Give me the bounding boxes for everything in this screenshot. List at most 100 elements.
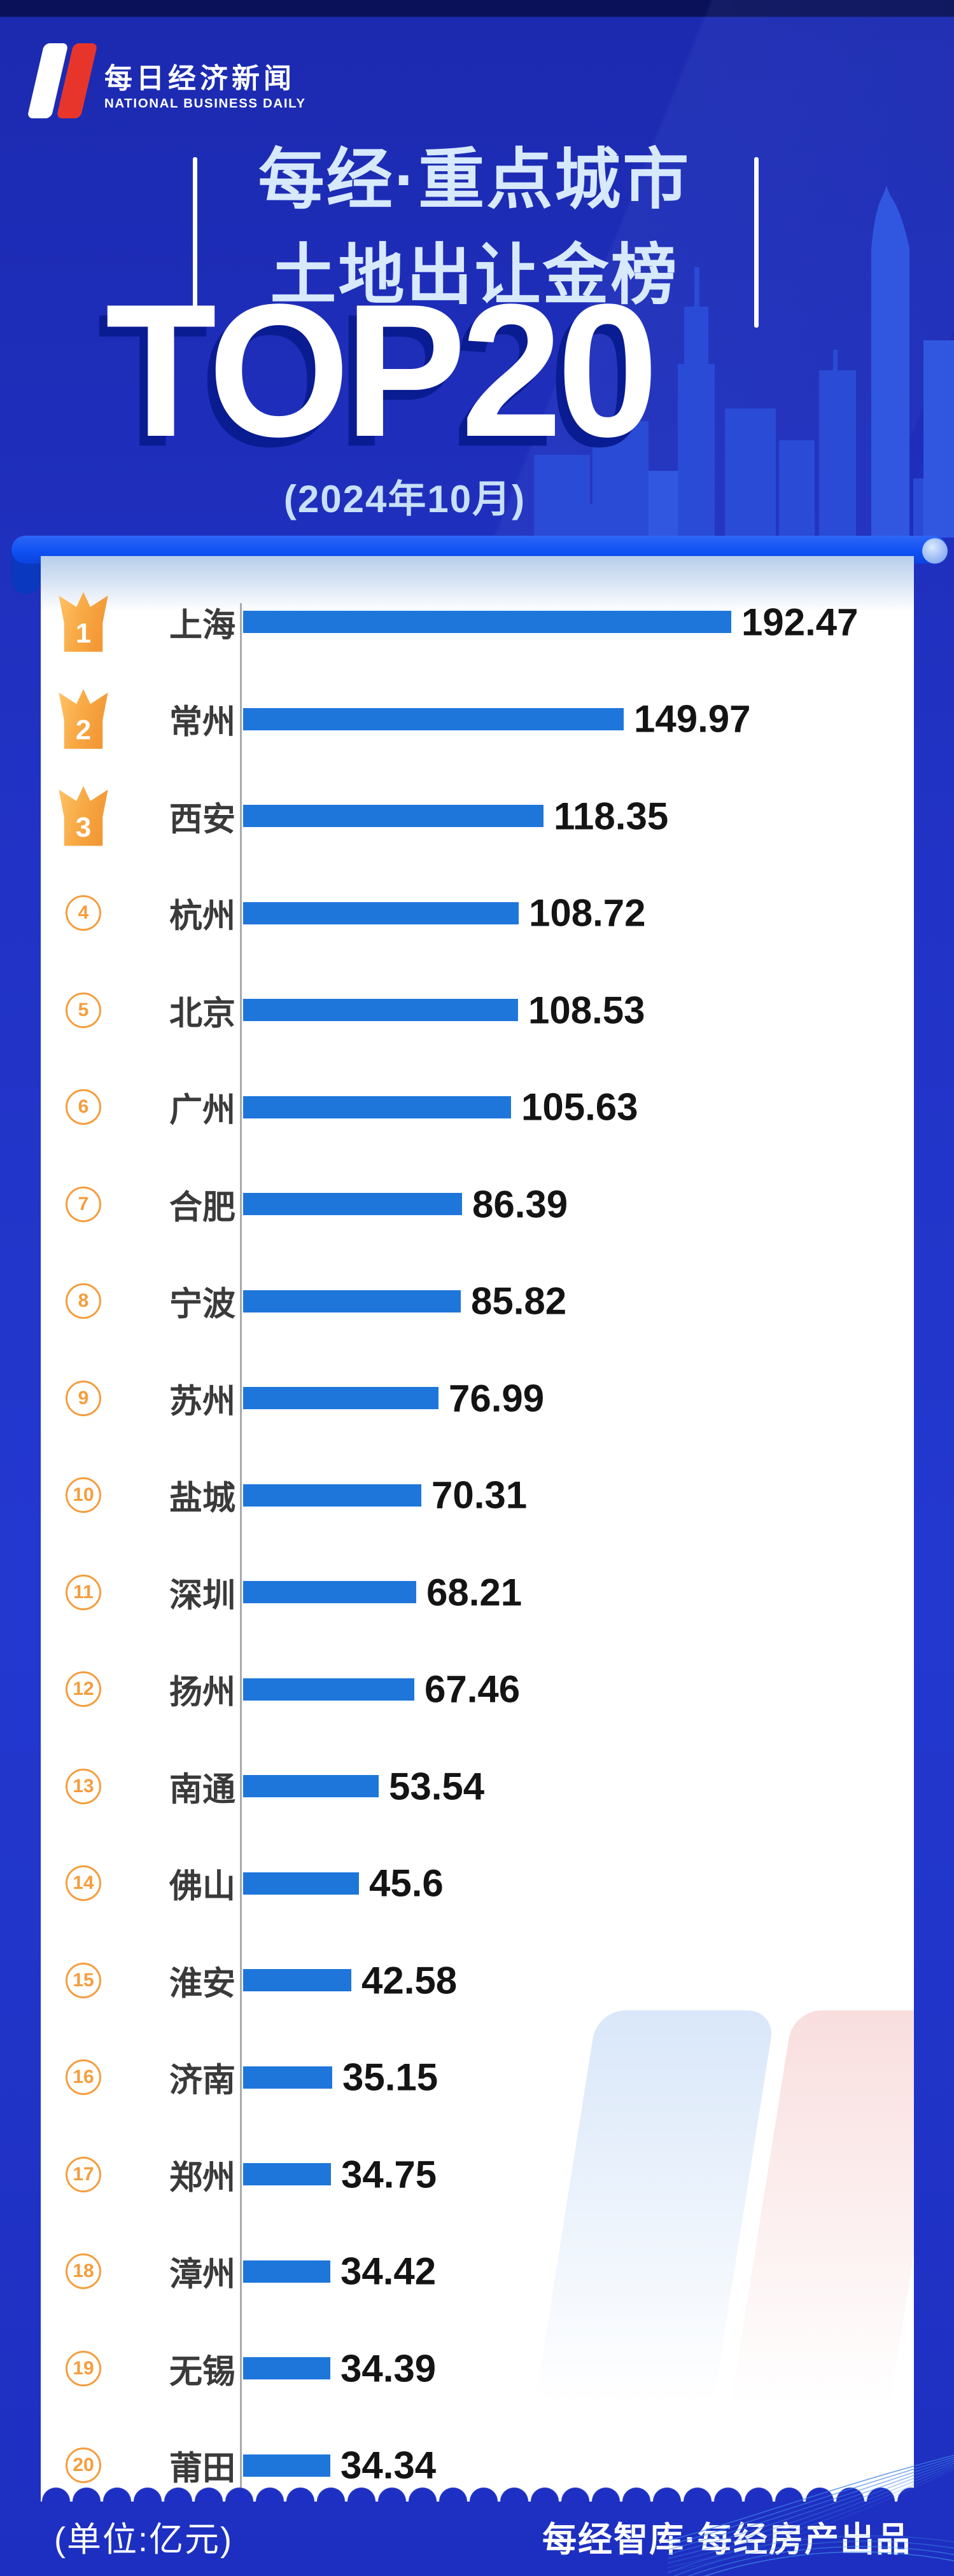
chart-row: 2 常州 149.97	[41, 689, 914, 749]
chart-row: 4 杭州 108.72	[41, 891, 914, 936]
chart-row: 9 苏州 76.99	[41, 1375, 914, 1421]
value-bar	[243, 611, 731, 633]
title-divider-left	[193, 157, 197, 328]
value-bar	[243, 1678, 414, 1701]
chart-row: 14 佛山 45.6	[41, 1861, 914, 1906]
value-label: 34.42	[340, 2250, 437, 2293]
city-label: 南通	[169, 1771, 235, 1808]
city-label: 常州	[169, 704, 235, 741]
value-label: 53.54	[389, 1765, 485, 1807]
rank-badge: 20	[66, 2447, 101, 2483]
city-label: 广州	[169, 1092, 235, 1129]
brand-text: 每日经济新闻 NATIONAL BUSINESS DAILY	[104, 42, 306, 121]
chart-row: 17 郑州 34.75	[41, 2152, 914, 2197]
brand-name-cn: 每日经济新闻	[104, 63, 295, 94]
city-label: 无锡	[169, 2353, 235, 2390]
rank-badge: 13	[66, 1768, 101, 1804]
value-label: 118.35	[554, 795, 669, 837]
chart-row: 1 上海 192.47	[41, 592, 914, 652]
rank-badge: 5	[66, 992, 101, 1028]
city-label: 苏州	[169, 1383, 235, 1420]
chart-row: 20 莆田 34.34	[41, 2443, 914, 2488]
chart-row: 3 西安 118.35	[41, 786, 914, 846]
value-bar	[243, 2454, 330, 2477]
brand-name-en: NATIONAL BUSINESS DAILY	[104, 96, 306, 111]
value-bar	[243, 1193, 462, 1215]
rank-crown-icon: 1	[59, 592, 108, 652]
rank-badge: 6	[66, 1089, 101, 1125]
value-bar	[243, 999, 518, 1021]
title-line-2: 土地出让金榜	[270, 239, 679, 312]
value-label: 108.72	[529, 891, 646, 935]
brand-header: 每日经济新闻 NATIONAL BUSINESS DAILY	[27, 42, 306, 121]
nbd-logo-icon	[27, 42, 98, 121]
chart-row: 15 淮安 42.58	[41, 1958, 914, 2003]
city-label: 扬州	[169, 1674, 235, 1711]
value-bar	[243, 1290, 461, 1312]
chart-row: 11 深圳 68.21	[41, 1570, 914, 1615]
city-label: 北京	[169, 995, 235, 1032]
scroll-curl-right	[922, 538, 948, 564]
value-label: 34.39	[340, 2347, 437, 2390]
value-bar	[243, 1387, 438, 1409]
chart-row: 7 合肥 86.39	[41, 1181, 914, 1227]
card-top-fade	[41, 556, 914, 612]
value-bar	[243, 1872, 359, 1895]
value-label: 67.46	[424, 1667, 521, 1711]
city-label: 杭州	[169, 898, 235, 935]
city-label: 漳州	[169, 2256, 235, 2294]
city-label: 莆田	[169, 2450, 235, 2488]
city-label: 西安	[169, 801, 235, 838]
chart-row: 5 北京 108.53	[41, 987, 914, 1033]
period-label: (2024年10月)	[283, 478, 526, 520]
value-label: 34.75	[341, 2153, 437, 2196]
value-label: 105.63	[521, 1085, 638, 1129]
city-label: 郑州	[169, 2159, 235, 2196]
poster-title: 每经·重点城市 土地出让金榜	[193, 132, 756, 323]
city-label: 上海	[169, 607, 235, 644]
rank-badge: 7	[66, 1186, 101, 1222]
rank-badge: 11	[66, 1574, 101, 1610]
city-label: 济南	[169, 2062, 235, 2099]
value-bar	[243, 2066, 332, 2089]
decorative-curves	[668, 2454, 954, 2576]
chart-row: 12 扬州 67.46	[41, 1667, 914, 1712]
city-label: 合肥	[169, 1189, 235, 1226]
chart-row: 16 济南 35.15	[41, 2055, 914, 2100]
headline-top20: TOP20	[105, 264, 659, 477]
value-bar	[243, 1775, 379, 1797]
rank-badge: 8	[66, 1283, 101, 1319]
rank-badge: 19	[66, 2350, 101, 2386]
value-bar	[243, 1096, 511, 1118]
rank-badge: 10	[66, 1477, 101, 1513]
card-scallop-edge	[41, 2487, 914, 2502]
chart-axis-line	[240, 603, 242, 2488]
rank-badge: 12	[66, 1671, 101, 1707]
value-bar	[243, 1969, 351, 1991]
rank-crown-icon: 3	[59, 786, 108, 846]
value-label: 45.6	[369, 1862, 444, 1905]
city-label: 佛山	[169, 1868, 235, 1905]
chart-row: 10 盐城 70.31	[41, 1473, 914, 1518]
rank-badge: 18	[66, 2253, 101, 2289]
value-bar	[243, 2163, 331, 2185]
value-label: 86.39	[472, 1183, 568, 1225]
city-label: 深圳	[169, 1577, 235, 1614]
value-label: 68.21	[426, 1571, 523, 1613]
title-divider-right	[754, 157, 759, 328]
city-label: 淮安	[169, 1965, 235, 2002]
value-bar	[243, 2357, 330, 2379]
value-bar	[243, 707, 624, 730]
value-bar	[243, 805, 544, 827]
city-label: 盐城	[169, 1480, 235, 1517]
city-label: 宁波	[169, 1286, 235, 1323]
chart-row: 6 广州 105.63	[41, 1085, 914, 1130]
value-label: 35.15	[342, 2056, 438, 2099]
value-label: 149.97	[634, 697, 751, 741]
rank-badge: 17	[66, 2156, 101, 2192]
chart-row: 13 南通 53.54	[41, 1764, 914, 1809]
city-skyline-illustration	[534, 186, 954, 538]
chart-card: 1 上海 192.47 2 常州 149.97 3 西安 118.35 4 杭州 108.72 5 北京 1…	[41, 556, 914, 2502]
chart-row: 19 无锡 34.39	[41, 2346, 914, 2391]
